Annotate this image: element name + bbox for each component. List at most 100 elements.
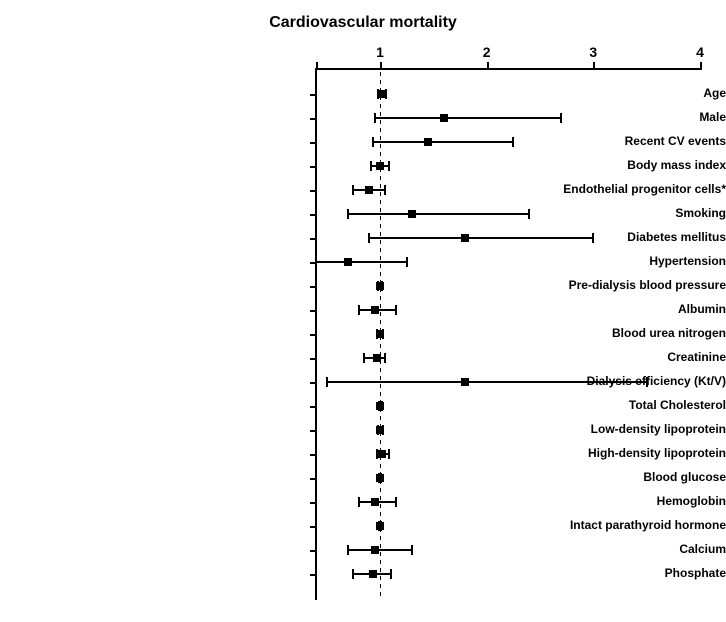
- point-estimate-marker: [424, 138, 432, 146]
- variable-tick: [310, 118, 316, 120]
- reference-line-segment: [380, 224, 381, 228]
- x-tick-label: 1: [376, 44, 384, 60]
- reference-line-segment: [380, 272, 381, 276]
- variable-label: Calcium: [420, 542, 726, 556]
- reference-line-segment: [380, 496, 381, 500]
- point-estimate-marker: [369, 570, 377, 578]
- point-estimate-marker: [371, 546, 379, 554]
- reference-line-segment: [380, 344, 381, 348]
- x-tick-label: 4: [696, 44, 704, 60]
- variable-tick: [310, 406, 316, 408]
- reference-line-segment: [380, 264, 381, 268]
- variable-tick: [310, 334, 316, 336]
- ci-line: [348, 549, 412, 551]
- variable-label: Blood glucose: [420, 470, 726, 484]
- reference-line-segment: [380, 552, 381, 556]
- variable-tick: [310, 574, 316, 576]
- variable-label: Pre-dialysis blood pressure: [420, 278, 726, 292]
- ci-cap: [388, 161, 390, 171]
- point-estimate-marker: [461, 378, 469, 386]
- ci-cap: [411, 545, 413, 555]
- reference-line-segment: [380, 576, 381, 580]
- reference-line-segment: [380, 232, 381, 236]
- variable-label: Endothelial progenitor cells*: [420, 182, 726, 196]
- reference-line-segment: [380, 416, 381, 420]
- variable-tick: [310, 502, 316, 504]
- variable-tick: [310, 166, 316, 168]
- ci-line: [375, 117, 562, 119]
- reference-line-segment: [380, 256, 381, 260]
- point-estimate-marker: [408, 210, 416, 218]
- reference-line-segment: [380, 128, 381, 132]
- x-tick: [487, 62, 489, 70]
- ci-cap: [646, 377, 648, 387]
- ci-cap: [358, 497, 360, 507]
- reference-line-segment: [380, 216, 381, 220]
- variable-tick: [310, 550, 316, 552]
- point-estimate-marker: [378, 90, 386, 98]
- variable-tick: [310, 382, 316, 384]
- reference-line-segment: [380, 296, 381, 300]
- variable-tick: [310, 142, 316, 144]
- ci-cap: [352, 569, 354, 579]
- reference-line-segment: [380, 568, 381, 572]
- ci-cap: [388, 449, 390, 459]
- ci-cap: [384, 185, 386, 195]
- reference-line-segment: [380, 120, 381, 124]
- point-estimate-marker: [371, 306, 379, 314]
- variable-tick: [310, 430, 316, 432]
- reference-line-segment: [380, 72, 381, 76]
- ci-line: [327, 381, 647, 383]
- reference-line-segment: [380, 104, 381, 108]
- x-tick: [380, 62, 382, 70]
- variable-label: Hypertension: [420, 254, 726, 268]
- x-tick: [593, 62, 595, 70]
- reference-line-segment: [380, 208, 381, 212]
- reference-line-segment: [380, 144, 381, 148]
- ci-cap: [395, 305, 397, 315]
- reference-line-segment: [380, 80, 381, 84]
- variable-tick: [310, 310, 316, 312]
- reference-line-segment: [380, 560, 381, 564]
- variable-tick: [310, 214, 316, 216]
- ci-cap: [406, 257, 408, 267]
- ci-cap: [368, 233, 370, 243]
- reference-line-segment: [380, 184, 381, 188]
- ci-cap: [512, 137, 514, 147]
- variable-label: Hemoglobin: [420, 494, 726, 508]
- x-tick: [700, 62, 702, 70]
- ci-cap: [315, 257, 317, 267]
- ci-cap: [347, 545, 349, 555]
- point-estimate-marker: [376, 330, 384, 338]
- reference-line-segment: [380, 584, 381, 588]
- variable-label: Albumin: [420, 302, 726, 316]
- ci-cap: [395, 497, 397, 507]
- point-estimate-marker: [365, 186, 373, 194]
- reference-line-segment: [380, 464, 381, 468]
- reference-line-segment: [380, 112, 381, 116]
- reference-line-segment: [380, 152, 381, 156]
- ci-cap: [347, 209, 349, 219]
- ci-line: [316, 261, 407, 263]
- reference-line-segment: [380, 312, 381, 316]
- variable-tick: [310, 238, 316, 240]
- ci-line: [373, 141, 514, 143]
- reference-line-segment: [380, 136, 381, 140]
- reference-line-segment: [380, 304, 381, 308]
- ci-cap: [372, 137, 374, 147]
- point-estimate-marker: [371, 498, 379, 506]
- point-estimate-marker: [376, 402, 384, 410]
- variable-label: Intact parathyroid hormone: [420, 518, 726, 532]
- reference-line-segment: [380, 488, 381, 492]
- ci-cap: [390, 569, 392, 579]
- reference-line-segment: [380, 320, 381, 324]
- x-axis-line: [316, 68, 700, 70]
- ci-cap: [326, 377, 328, 387]
- reference-line-segment: [380, 592, 381, 596]
- point-estimate-marker: [373, 354, 381, 362]
- variable-label: Body mass index: [420, 158, 726, 172]
- reference-line-segment: [380, 192, 381, 196]
- variable-tick: [310, 478, 316, 480]
- variable-label: Blood urea nitrogen: [420, 326, 726, 340]
- point-estimate-marker: [376, 162, 384, 170]
